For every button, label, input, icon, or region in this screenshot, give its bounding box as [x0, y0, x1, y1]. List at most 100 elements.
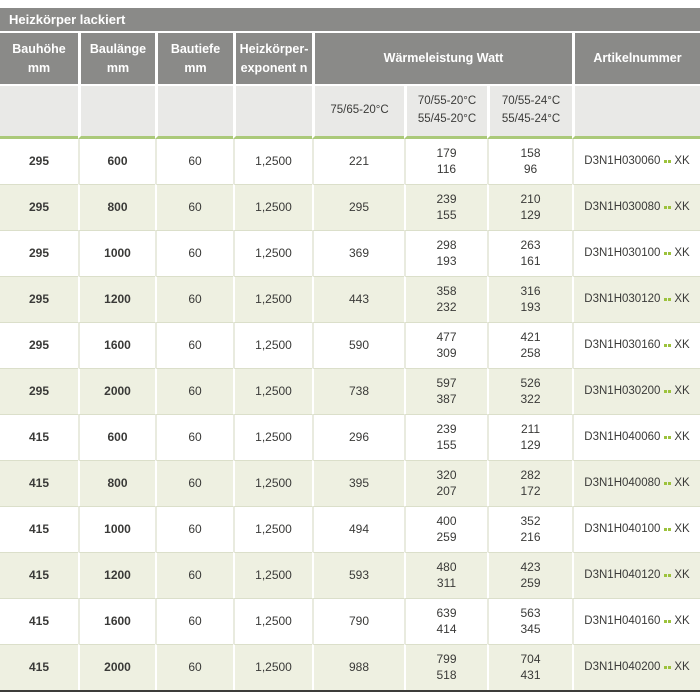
artikelnummer-text: D3N1H040080 — [584, 477, 661, 490]
cell-artikelnummer: D3N1H040060 XK — [572, 414, 700, 460]
color-code-dots-icon — [664, 246, 672, 261]
cell-bauhoehe: 415 — [0, 414, 78, 460]
table-row: 415 600 60 1,2500 296 239 155 211 129 D3… — [0, 414, 700, 460]
cell-watt-75-65: 790 — [312, 598, 404, 644]
table-row: 415 2000 60 1,2500 988 799 518 704 431 D… — [0, 644, 700, 690]
artikelnummer-suffix: XK — [674, 569, 690, 582]
subheader-temp-70-55-24: 70/55-24°C 55/45-24°C — [487, 84, 573, 139]
color-code-dots-icon — [664, 384, 672, 399]
subheader-empty-exponent — [233, 84, 312, 139]
artikelnummer-suffix: XK — [674, 155, 690, 168]
cell-bautiefe: 60 — [155, 322, 233, 368]
cell-baulaenge: 1600 — [78, 322, 155, 368]
cell-exponent: 1,2500 — [233, 552, 312, 598]
cell-watt-70-55-20: 358 232 — [404, 276, 487, 322]
artikelnummer-text: D3N1H040100 — [584, 523, 661, 536]
cell-bautiefe: 60 — [155, 414, 233, 460]
cell-exponent: 1,2500 — [233, 230, 312, 276]
artikelnummer-suffix: XK — [674, 385, 690, 398]
col-header-exponent: Heizkörper- exponent n — [233, 33, 312, 84]
cell-exponent: 1,2500 — [233, 598, 312, 644]
artikelnummer-suffix: XK — [674, 523, 690, 536]
table-row: 295 1000 60 1,2500 369 298 193 263 161 D… — [0, 230, 700, 276]
cell-watt-70-55-24: 316 193 — [487, 276, 573, 322]
cell-exponent: 1,2500 — [233, 414, 312, 460]
cell-artikelnummer: D3N1H030080 XK — [572, 184, 700, 230]
table-row: 415 1200 60 1,2500 593 480 311 423 259 D… — [0, 552, 700, 598]
table-row: 415 1600 60 1,2500 790 639 414 563 345 D… — [0, 598, 700, 644]
cell-watt-70-55-24: 563 345 — [487, 598, 573, 644]
cell-watt-70-55-24: 704 431 — [487, 644, 573, 690]
color-code-dots-icon — [664, 292, 672, 307]
cell-bautiefe: 60 — [155, 552, 233, 598]
cell-bauhoehe: 415 — [0, 460, 78, 506]
subheader-empty-bautiefe — [155, 84, 233, 139]
cell-baulaenge: 1200 — [78, 276, 155, 322]
cell-exponent: 1,2500 — [233, 460, 312, 506]
cell-bautiefe: 60 — [155, 276, 233, 322]
cell-watt-75-65: 296 — [312, 414, 404, 460]
cell-artikelnummer: D3N1H040080 XK — [572, 460, 700, 506]
cell-watt-75-65: 494 — [312, 506, 404, 552]
table-head: Bauhöhe mm Baulänge mm Bautiefe mm Heizk… — [0, 33, 700, 139]
cell-watt-75-65: 988 — [312, 644, 404, 690]
cell-bautiefe: 60 — [155, 506, 233, 552]
cell-bautiefe: 60 — [155, 368, 233, 414]
cell-watt-70-55-24: 282 172 — [487, 460, 573, 506]
color-code-dots-icon — [664, 338, 672, 353]
cell-bauhoehe: 295 — [0, 230, 78, 276]
artikelnummer-text: D3N1H030160 — [584, 339, 661, 352]
cell-watt-70-55-24: 526 322 — [487, 368, 573, 414]
cell-watt-70-55-20: 239 155 — [404, 184, 487, 230]
cell-bauhoehe: 295 — [0, 276, 78, 322]
cell-watt-70-55-24: 210 129 — [487, 184, 573, 230]
color-code-dots-icon — [664, 476, 672, 491]
cell-watt-70-55-20: 480 311 — [404, 552, 487, 598]
artikelnummer-suffix: XK — [674, 293, 690, 306]
table-title: Heizkörper lackiert — [9, 12, 126, 27]
cell-bauhoehe: 415 — [0, 598, 78, 644]
temperature-subheader-row: 75/65-20°C 70/55-20°C 55/45-20°C 70/55-2… — [0, 84, 700, 139]
table-row: 295 1200 60 1,2500 443 358 232 316 193 D… — [0, 276, 700, 322]
cell-bauhoehe: 295 — [0, 139, 78, 184]
cell-baulaenge: 600 — [78, 139, 155, 184]
cell-exponent: 1,2500 — [233, 139, 312, 184]
color-code-dots-icon — [664, 614, 672, 629]
cell-baulaenge: 1000 — [78, 506, 155, 552]
cell-watt-70-55-20: 639 414 — [404, 598, 487, 644]
artikelnummer-text: D3N1H030060 — [584, 155, 661, 168]
cell-bautiefe: 60 — [155, 460, 233, 506]
col-header-bauhoehe: Bauhöhe mm — [0, 33, 78, 84]
cell-watt-75-65: 738 — [312, 368, 404, 414]
table-title-bar: Heizkörper lackiert — [0, 8, 700, 31]
color-code-dots-icon — [664, 430, 672, 445]
table-row: 415 800 60 1,2500 395 320 207 282 172 D3… — [0, 460, 700, 506]
cell-bauhoehe: 295 — [0, 322, 78, 368]
artikelnummer-suffix: XK — [674, 247, 690, 260]
artikelnummer-text: D3N1H030100 — [584, 247, 661, 260]
cell-baulaenge: 800 — [78, 460, 155, 506]
cell-exponent: 1,2500 — [233, 276, 312, 322]
cell-watt-70-55-24: 211 129 — [487, 414, 573, 460]
artikelnummer-suffix: XK — [674, 339, 690, 352]
cell-watt-70-55-20: 179 116 — [404, 139, 487, 184]
cell-watt-70-55-24: 158 96 — [487, 139, 573, 184]
cell-watt-75-65: 590 — [312, 322, 404, 368]
artikelnummer-suffix: XK — [674, 615, 690, 628]
cell-artikelnummer: D3N1H030200 XK — [572, 368, 700, 414]
subheader-empty-baulaenge — [78, 84, 155, 139]
artikelnummer-suffix: XK — [674, 661, 690, 674]
table-row: 295 2000 60 1,2500 738 597 387 526 322 D… — [0, 368, 700, 414]
cell-watt-75-65: 369 — [312, 230, 404, 276]
artikelnummer-suffix: XK — [674, 431, 690, 444]
cell-artikelnummer: D3N1H030060 XK — [572, 139, 700, 184]
cell-bautiefe: 60 — [155, 598, 233, 644]
cell-bautiefe: 60 — [155, 139, 233, 184]
column-header-row: Bauhöhe mm Baulänge mm Bautiefe mm Heizk… — [0, 33, 700, 84]
cell-watt-70-55-20: 298 193 — [404, 230, 487, 276]
artikelnummer-text: D3N1H030120 — [584, 293, 661, 306]
col-header-artikelnummer: Artikelnummer — [572, 33, 700, 84]
col-header-bautiefe: Bautiefe mm — [155, 33, 233, 84]
table-row: 295 1600 60 1,2500 590 477 309 421 258 D… — [0, 322, 700, 368]
cell-artikelnummer: D3N1H040120 XK — [572, 552, 700, 598]
